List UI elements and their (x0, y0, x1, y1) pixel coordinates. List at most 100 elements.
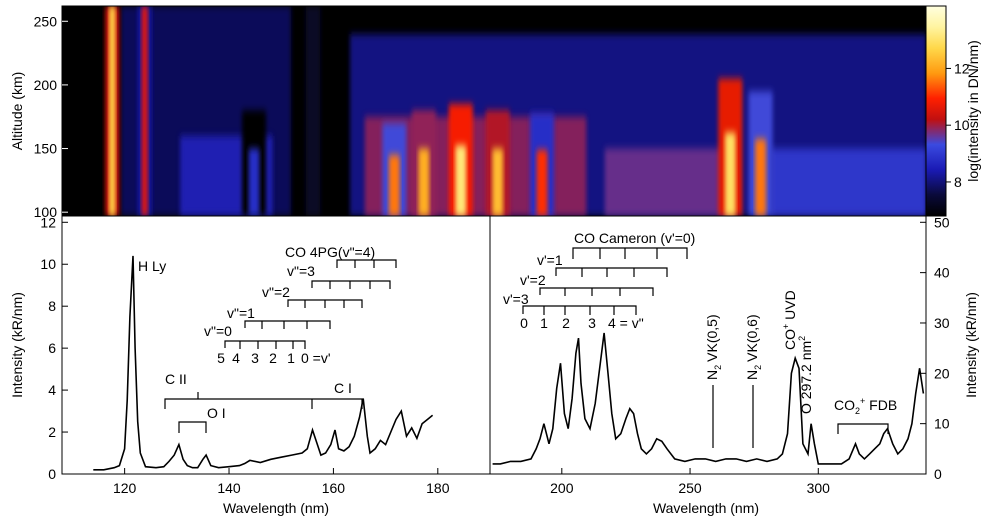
altitude-ticks: 100 150 200 250 (34, 13, 68, 220)
o-i-label: O I (207, 405, 226, 421)
svg-text:N2VK(0,5): N2VK(0,5) (704, 314, 723, 380)
svg-text:2: 2 (562, 315, 570, 331)
x-tick-label: 140 (217, 480, 241, 496)
y-tick-label: 50 (934, 214, 950, 230)
colorbar-ticks: 8 10 12 (946, 60, 970, 190)
co-4pg-v3: v"=3 (287, 263, 315, 279)
y-tick-label: 40 (934, 265, 950, 281)
svg-text:0: 0 (520, 315, 528, 331)
right-x-ticks: 200 250 300 (550, 468, 830, 496)
x-tick-label: 160 (322, 480, 346, 496)
altitude-tick-label: 100 (34, 204, 58, 220)
heatmap-band-gap (305, 6, 321, 216)
heatmap-column-core (755, 139, 766, 216)
y-tick-label: 0 (934, 466, 942, 482)
x-tick-label: 200 (550, 480, 574, 496)
y-tick-label: 10 (40, 256, 56, 272)
svg-text:4 = v": 4 = v" (608, 315, 644, 331)
heatmap-column-core (388, 154, 400, 216)
y-tick-label: 4 (48, 382, 56, 398)
c-ii-label: C II (165, 371, 187, 387)
svg-text:0 =v': 0 =v' (301, 350, 331, 366)
svg-text:2: 2 (269, 350, 277, 366)
y-tick-label: 12 (40, 214, 56, 230)
svg-text:CO+ UVD: CO+ UVD (781, 290, 798, 350)
right-spectrum-line (492, 332, 925, 465)
svg-text:O 297.2 nm2: O 297.2 nm2 (797, 336, 814, 414)
co-4pg-ladders (224, 259, 397, 349)
right-y-ticks: 0 10 20 30 40 50 (920, 214, 950, 482)
heatmap-features (105, 6, 926, 216)
y-tick-label: 20 (934, 365, 950, 381)
left-y-axis-label: Intensity (kR/nm) (9, 292, 25, 398)
heatmap-column-core (141, 6, 148, 216)
colorbar-gradient (925, 5, 947, 217)
colorbar: 8 10 12 log(intensity in DN/nm) (925, 5, 981, 217)
o-297-label: O 297.2 nm2 (797, 336, 814, 414)
co-plus-uvd-label: CO+ UVD (781, 290, 798, 350)
right-x-axis-label: Wavelength (nm) (653, 500, 759, 516)
o-i-bracket (178, 421, 207, 433)
heatmap-column-core (109, 6, 116, 216)
co-4pg-vprime-labels: 5 4 3 2 1 0 =v' (217, 350, 330, 366)
heatmap-column-core (418, 148, 430, 216)
svg-text:CO2+ FDB: CO2+ FDB (834, 396, 897, 416)
heatmap-column-core (248, 148, 260, 216)
x-tick-label: 180 (426, 480, 450, 496)
svg-text:1: 1 (540, 315, 548, 331)
svg-text:5: 5 (217, 350, 225, 366)
left-x-ticks: 120 140 160 180 (113, 468, 450, 496)
co-cameron-ladders (522, 247, 688, 315)
n2-vk05-label: N2VK(0,5) (704, 314, 723, 448)
cameron-v1: v'=1 (537, 252, 563, 268)
right-plot-frame (489, 215, 927, 475)
y-tick-label: 6 (48, 340, 56, 356)
co-cameron-title: CO Cameron (v'=0) (574, 230, 695, 246)
heatmap-band-right-tail (770, 148, 926, 216)
svg-text:3: 3 (251, 350, 259, 366)
svg-text:N2VK(0,6): N2VK(0,6) (744, 314, 763, 380)
colorbar-tick-label: 8 (954, 174, 962, 190)
right-y-axis-label: Intensity (kR/nm) (963, 292, 979, 398)
colorbar-tick-label: 10 (954, 117, 970, 133)
co-4pg-v0: v"=0 (204, 323, 232, 339)
co-4pg-title: CO 4PG(v"=4) (285, 244, 375, 260)
y-tick-label: 30 (934, 315, 950, 331)
co-4pg-v2: v"=2 (262, 284, 290, 300)
x-tick-label: 120 (113, 480, 137, 496)
y-tick-label: 2 (48, 424, 56, 440)
c-i-label: C I (334, 380, 352, 396)
svg-text:4: 4 (232, 350, 240, 366)
colorbar-label: log(intensity in DN/nm) (965, 40, 981, 182)
h-ly-label: H Ly (138, 258, 166, 274)
cameron-v2: v'=2 (520, 272, 546, 288)
altitude-tick-label: 200 (34, 77, 58, 93)
left-y-ticks: 0 2 4 6 8 10 12 (40, 214, 68, 482)
altitude-tick-label: 150 (34, 141, 58, 157)
cameron-v3: v'=3 (503, 291, 529, 307)
heatmap-panel: 100 150 200 250 Altitude (km) (9, 5, 927, 220)
co2-fdb-label: CO2+ FDB (834, 396, 897, 434)
svg-text:1: 1 (287, 350, 295, 366)
left-spectrum-line (93, 255, 434, 471)
y-tick-label: 0 (48, 466, 56, 482)
x-tick-label: 250 (678, 480, 702, 496)
heatmap-column-core (536, 149, 548, 216)
svg-text:3: 3 (588, 315, 596, 331)
y-tick-label: 8 (48, 298, 56, 314)
c-ii-c-i-bracket (164, 392, 363, 409)
heatmap-band-mid (604, 148, 734, 216)
heatmap-column-core (724, 132, 736, 216)
y-tick-label: 10 (934, 416, 950, 432)
n2-vk06-label: N2VK(0,6) (744, 314, 763, 448)
colorbar-tick-label: 12 (954, 60, 970, 76)
co-4pg-v1: v"=1 (227, 305, 255, 321)
altitude-tick-label: 250 (34, 13, 58, 29)
cameron-vdouble-labels: 0 1 2 3 4 = v" (520, 315, 644, 331)
heatmap-column-core (455, 145, 467, 216)
left-x-axis-label: Wavelength (nm) (223, 500, 329, 516)
x-tick-label: 300 (807, 480, 831, 496)
